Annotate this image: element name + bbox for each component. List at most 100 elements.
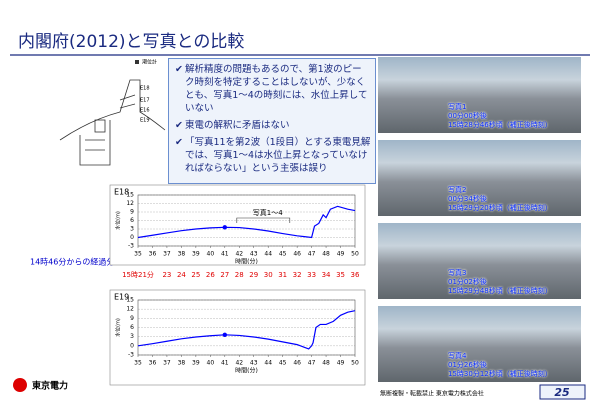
caption-line: 01分26秒後 — [448, 361, 487, 369]
time-label: 36 — [351, 271, 360, 279]
map — [59, 79, 166, 166]
x-tick-label: 44 — [264, 360, 272, 367]
y-tick-label: 0 — [130, 342, 134, 349]
map-label: E18 — [140, 86, 150, 92]
photo-caption: 写真2 00分34秒後 15時29分20秒頃（補正後時刻） — [448, 186, 552, 213]
slide-title: 内閣府(2012)と写真との比較 — [18, 32, 244, 52]
plot-area — [137, 194, 356, 247]
photo: 写真2 00分34秒後 15時29分20秒頃（補正後時刻） — [378, 140, 581, 216]
time-label: 31 — [278, 271, 287, 279]
y-tick-label: -3 — [128, 243, 134, 250]
photo-caption: 写真4 01分26秒後 15時30分12秒頃（補正後時刻） — [448, 352, 552, 379]
x-tick-label: 35 — [134, 251, 142, 258]
x-tick-label: 38 — [178, 251, 186, 258]
time-label: 23 — [162, 271, 171, 279]
y-tick-label: -3 — [128, 352, 134, 359]
notice: 無断複製・転載禁止 東京電力株式会社 — [380, 390, 484, 398]
caption-line: 15時28分46秒頃（補正後時刻） — [448, 121, 552, 129]
x-tick-label: 39 — [192, 360, 200, 367]
caption-line: 写真3 — [448, 269, 467, 277]
y-tick-label: 9 — [130, 209, 134, 216]
caption-line: 写真1 — [448, 103, 467, 111]
x-tick-label: 46 — [293, 251, 301, 258]
x-tick-label: 35 — [134, 360, 142, 367]
x-tick-label: 45 — [279, 251, 287, 258]
x-tick-label: 39 — [192, 251, 200, 258]
y-axis-label: 水位(m) — [115, 211, 122, 230]
caption-line: 写真2 — [448, 186, 467, 194]
caption-line: 15時29分48秒頃（補正後時刻） — [448, 287, 552, 295]
photo: 写真3 01分02秒後 15時29分48秒頃（補正後時刻） — [378, 223, 581, 299]
photo: 写真4 01分26秒後 15時30分12秒頃（補正後時刻） — [378, 306, 581, 382]
caption-line: 15時30分12秒頃（補正後時刻） — [448, 370, 552, 378]
time-label: 34 — [322, 271, 331, 279]
y-tick-label: 9 — [130, 315, 134, 322]
y-tick-label: 3 — [130, 226, 134, 233]
time-label: 35 — [336, 271, 345, 279]
map-label: E19 — [140, 118, 150, 124]
y-tick-label: 6 — [130, 217, 134, 224]
y-tick-label: 15 — [126, 192, 134, 199]
x-tick-label: 41 — [221, 251, 229, 258]
x-tick-label: 47 — [308, 360, 316, 367]
series-line — [137, 310, 356, 350]
caption-line: 00分00秒後 — [448, 112, 487, 120]
highlight-point — [222, 332, 227, 338]
x-axis-label: 時間(分) — [235, 367, 258, 375]
x-tick-label: 43 — [250, 360, 258, 367]
y-axis-label: 水位(m) — [115, 318, 122, 337]
y-tick-label: 6 — [130, 324, 134, 331]
x-tick-label: 43 — [250, 251, 258, 258]
page-box — [539, 384, 586, 400]
map-legend-icon — [135, 60, 139, 64]
bullet: 解析精度の問題もあるので、第1波のピーク時刻を特定することはしないが、少なくとも… — [175, 63, 371, 115]
time-label: 25 — [191, 271, 200, 279]
chart-frame — [109, 289, 366, 386]
x-tick-label: 38 — [178, 360, 186, 367]
x-tick-label: 40 — [207, 251, 215, 258]
y-tick-label: 12 — [126, 200, 134, 207]
x-axis-label: 時間(分) — [235, 258, 258, 266]
chart-title: E19 — [114, 293, 129, 302]
time-row-label: 14時46分からの経過分 — [30, 257, 114, 267]
x-tick-label: 46 — [293, 360, 301, 367]
x-tick-label: 45 — [279, 360, 287, 367]
x-tick-label: 36 — [149, 251, 157, 258]
caption-line: 写真4 — [448, 352, 467, 360]
y-tick-label: 12 — [126, 306, 134, 313]
bullet-box: 解析精度の問題もあるので、第1波のピーク時刻を特定することはしないが、少なくとも… — [168, 58, 376, 184]
caption-line: 01分02秒後 — [448, 278, 487, 286]
x-tick-label: 37 — [163, 360, 171, 367]
map-label: E16 — [140, 108, 150, 114]
photo-caption: 写真3 01分02秒後 15時29分48秒頃（補正後時刻） — [448, 269, 552, 296]
series-line — [137, 205, 356, 239]
chart-title: E18 — [114, 188, 129, 197]
time-label: 33 — [307, 271, 316, 279]
chart-frame — [109, 184, 366, 266]
x-tick-label: 47 — [308, 251, 316, 258]
photo-caption: 写真1 00分00秒後 15時28分46秒頃（補正後時刻） — [448, 103, 552, 130]
time-label: 27 — [220, 271, 229, 279]
y-tick-label: 3 — [130, 333, 134, 340]
time-label: 32 — [293, 271, 302, 279]
x-tick-label: 41 — [221, 360, 229, 367]
time-label: 24 — [177, 271, 186, 279]
map-legend: 潮位計 — [142, 59, 157, 66]
x-tick-label: 48 — [322, 360, 330, 367]
bullet: 東電の解釈に矛盾はない — [175, 119, 371, 132]
x-tick-label: 50 — [351, 251, 359, 258]
y-tick-label: 0 — [130, 234, 134, 241]
bullet: 「写真11を第2波（1段目）とする東電見解では、写真1～4は水位上昇となっていな… — [175, 136, 371, 175]
company: 東京電力 — [32, 380, 68, 392]
x-tick-label: 42 — [235, 251, 243, 258]
x-tick-label: 36 — [149, 360, 157, 367]
x-tick-label: 40 — [207, 360, 215, 367]
plot-area — [137, 299, 356, 356]
x-tick-label: 49 — [337, 360, 345, 367]
annotation: 写真1～4 — [253, 208, 283, 217]
y-tick-label: 15 — [126, 297, 134, 304]
time-label: 15時21分 — [122, 270, 154, 279]
annotation-bracket — [236, 217, 291, 223]
time-label: 29 — [249, 271, 258, 279]
